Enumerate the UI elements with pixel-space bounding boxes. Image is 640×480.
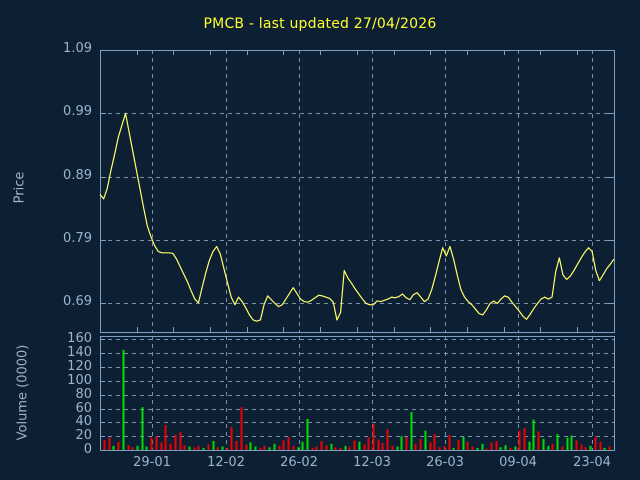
volume-tick-140: 140 <box>67 345 92 361</box>
grid-layer <box>100 50 614 450</box>
x-tick-09-04: 09-04 <box>499 455 537 470</box>
price-tick-0.79: 0.79 <box>63 231 92 247</box>
volume-tick-160: 160 <box>67 331 92 347</box>
volume-tick-0: 0 <box>83 442 92 457</box>
volume-tick-20: 20 <box>75 428 92 444</box>
page-title: PMCB - last updated 27/04/2026 <box>203 16 437 32</box>
x-tick-26-02: 26-02 <box>280 455 318 470</box>
price-tick-0.89: 0.89 <box>63 167 92 183</box>
price-line <box>99 112 615 322</box>
x-tick-29-01: 29-01 <box>133 455 171 470</box>
x-tick-12-03: 12-03 <box>353 455 391 470</box>
price-tick-1.09: 1.09 <box>63 41 92 56</box>
x-tick-12-02: 12-02 <box>207 455 245 470</box>
price-tick-0.99: 0.99 <box>63 104 92 120</box>
price-tick-0.69: 0.69 <box>63 294 92 310</box>
x-tick-23-04: 23-04 <box>573 455 611 470</box>
volume-tick-60: 60 <box>75 400 92 416</box>
volume-tick-80: 80 <box>75 386 92 402</box>
plot-frame <box>100 50 615 451</box>
volume-tick-40: 40 <box>75 414 92 430</box>
volume-tick-120: 120 <box>67 359 92 375</box>
volume-bars <box>103 349 611 450</box>
x-tick-26-03: 26-03 <box>426 455 464 470</box>
volume-tick-100: 100 <box>67 372 92 388</box>
tick-marks <box>100 50 615 451</box>
